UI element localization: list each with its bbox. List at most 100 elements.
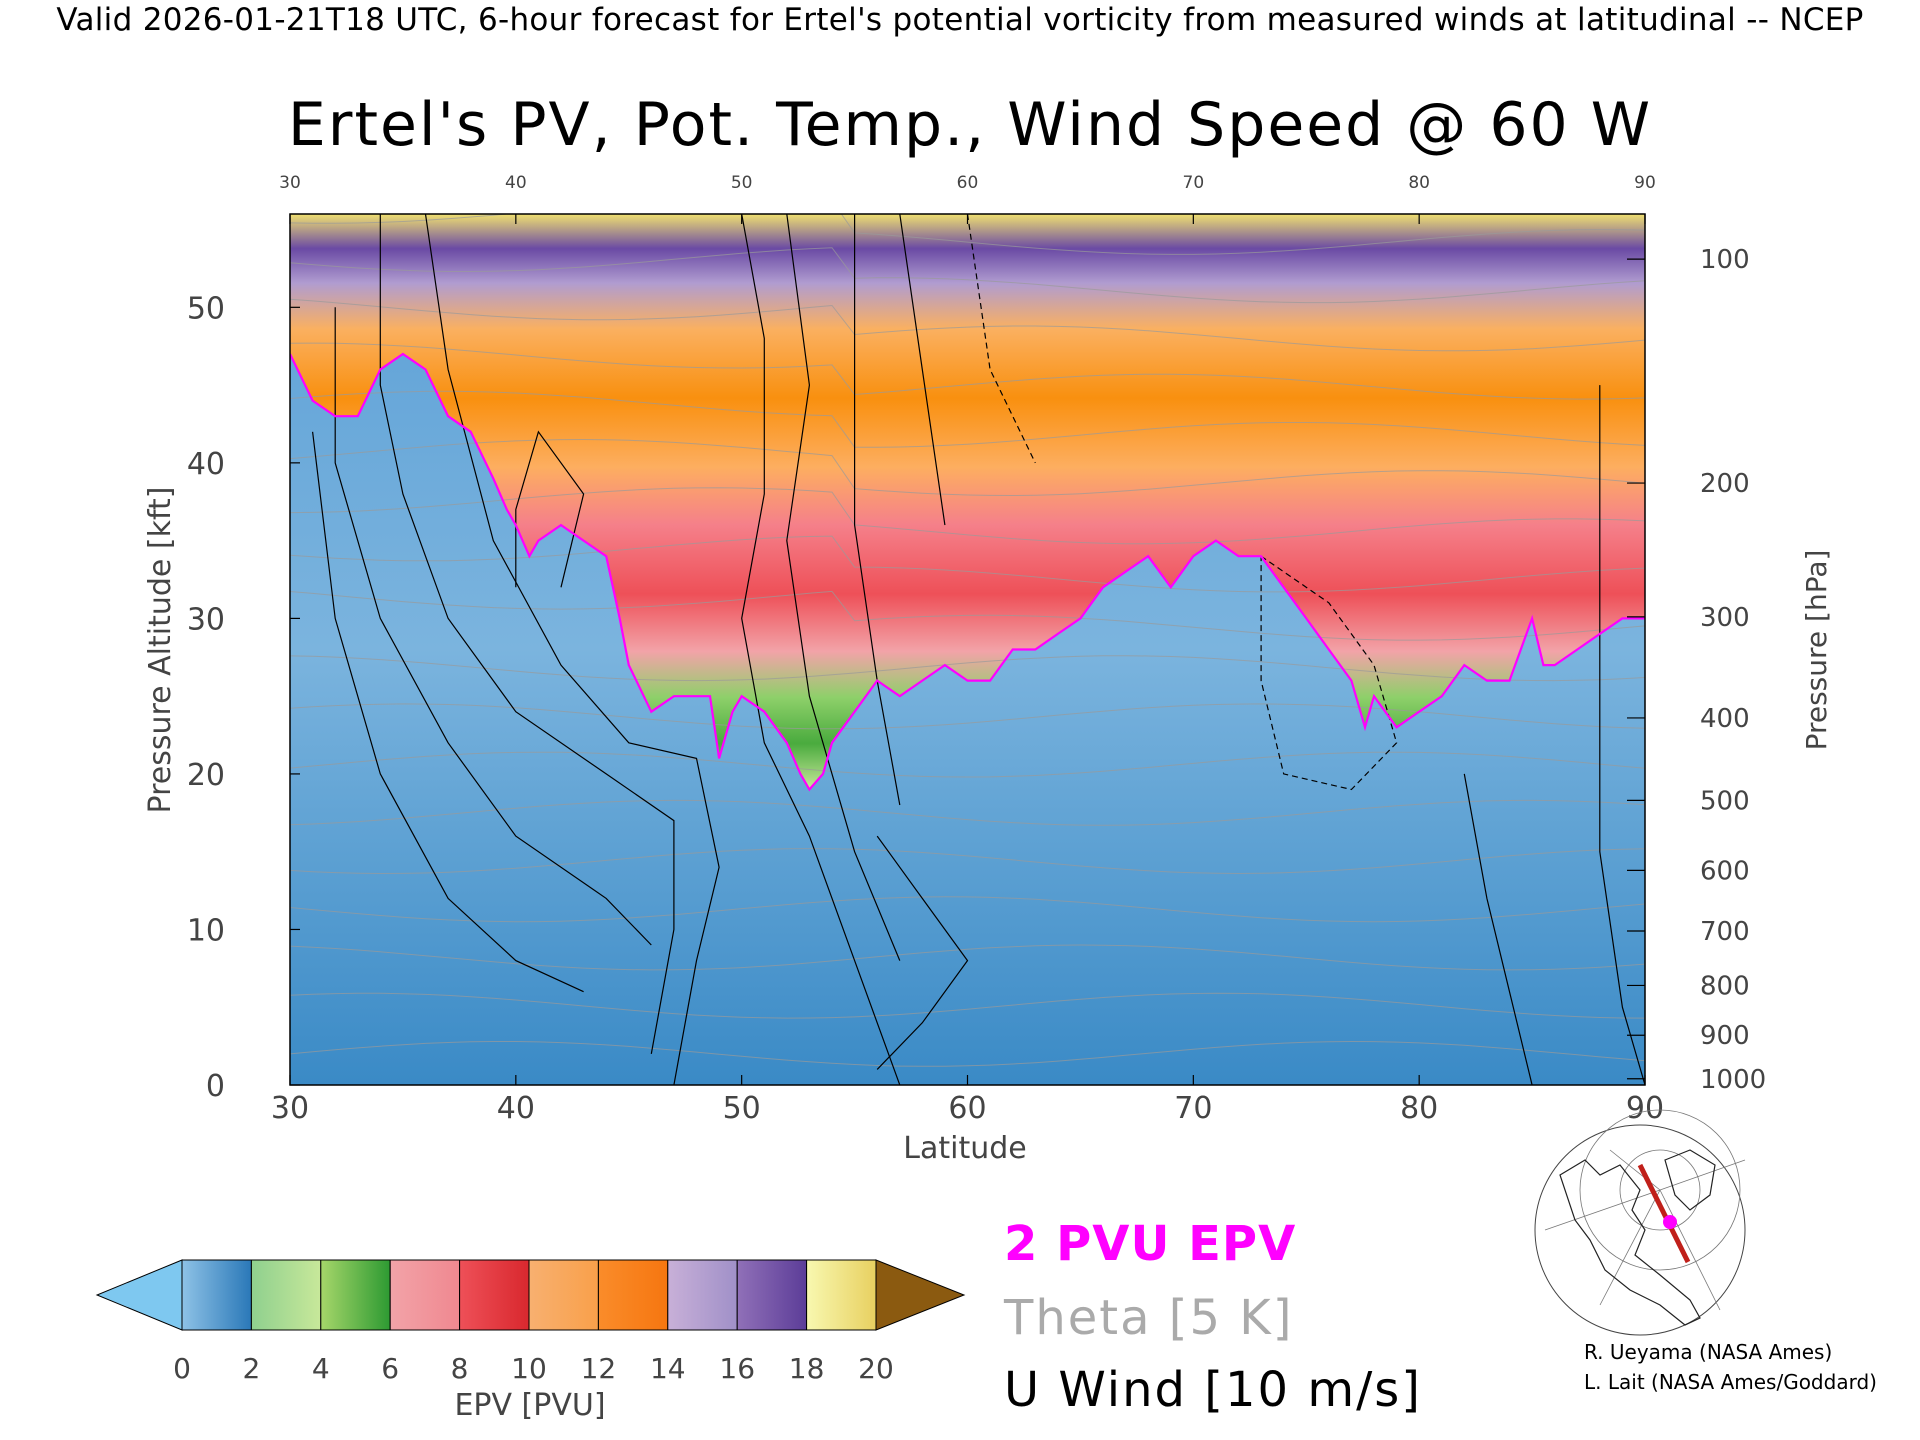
- theta-contour: [290, 1040, 1645, 1067]
- theta-contour: [290, 655, 1645, 682]
- y-tick-label: 30: [187, 602, 225, 637]
- theta-contour: [290, 390, 1645, 448]
- wind-contour: [854, 214, 901, 806]
- colorbar-band: [250, 1259, 322, 1331]
- x-tick-label-top: 70: [1183, 173, 1205, 193]
- pressure-tick-label: 500: [1700, 786, 1750, 816]
- legend-epv: 2 PVU EPV: [1004, 1216, 1297, 1272]
- y-axis-label-left: Pressure Altitude [kft]: [143, 487, 178, 814]
- colorbar-tick-label: 20: [858, 1352, 894, 1385]
- y-tick-label: 50: [187, 291, 225, 326]
- tropopause-2pvu-line: [290, 352, 1645, 792]
- pressure-tick-label: 400: [1700, 704, 1750, 734]
- colorbar-tick-label: 10: [511, 1352, 547, 1385]
- valid-time-header: Valid 2026-01-21T18 UTC, 6-hour forecast…: [56, 2, 1864, 38]
- y-axis-label-right: Pressure [hPa]: [1800, 550, 1833, 751]
- colorbar-band: [528, 1259, 599, 1331]
- upper-pv-field: [290, 214, 1645, 790]
- theta-contour: [290, 214, 1645, 255]
- colorbar-band: [667, 1259, 738, 1331]
- theta-contour: [290, 992, 1645, 1019]
- colorbar-band: [806, 1259, 877, 1331]
- colorbar-tick-label: 6: [381, 1352, 399, 1385]
- pressure-tick-label: 200: [1700, 469, 1750, 499]
- colorbar-band: [736, 1259, 808, 1331]
- locator-map-greenland: [1664, 1149, 1716, 1211]
- x-tick-label-top: 90: [1634, 173, 1656, 193]
- theta-contour: [290, 751, 1645, 778]
- colorbar-tick-label: 18: [789, 1352, 825, 1385]
- theta-contours: [290, 214, 1645, 1067]
- colorbar-over-arrow: [875, 1259, 966, 1331]
- theta-contour: [290, 848, 1645, 875]
- y-axis-ticks: 0 10 20 30 40 50: [187, 291, 300, 1104]
- wind-contour: [786, 214, 901, 961]
- wind-contour: [379, 214, 675, 1055]
- y-tick-label: 40: [187, 447, 225, 482]
- colorbar-tick-label: 0: [173, 1352, 191, 1385]
- pressure-tick-label: 700: [1700, 917, 1750, 947]
- pressure-tick-label: 600: [1700, 856, 1750, 886]
- theta-contour: [290, 590, 1645, 641]
- colorbar-tick-label: 12: [581, 1352, 617, 1385]
- x-tick-label-top: 40: [505, 173, 527, 193]
- y-tick-label: 20: [187, 758, 225, 793]
- locator-map: [1534, 1109, 1746, 1336]
- colorbar-tick-label: 16: [719, 1352, 755, 1385]
- colorbar-tick-label: 4: [312, 1352, 330, 1385]
- x-tick-label-top: 60: [957, 173, 979, 193]
- x-tick-label: 30: [271, 1091, 309, 1126]
- wind-contour: [1599, 385, 1645, 1085]
- theta-contour: [290, 438, 1645, 497]
- y-tick-label: 10: [187, 913, 225, 948]
- colorbar-tick-label: 14: [650, 1352, 686, 1385]
- pressure-tick-label: 1000: [1700, 1065, 1766, 1095]
- locator-map-coastline: [1559, 1159, 1701, 1326]
- colorbar-band: [320, 1259, 391, 1331]
- theta-contour: [290, 342, 1645, 400]
- x-tick-label: 40: [497, 1091, 535, 1126]
- colorbar-band: [597, 1259, 669, 1331]
- pressure-tick-label: 900: [1700, 1021, 1750, 1051]
- wind-contour: [966, 214, 1036, 464]
- theta-contour: [290, 799, 1645, 826]
- wind-contour: [899, 214, 946, 526]
- colorbar-under-arrow: [95, 1259, 183, 1331]
- colorbar-tick-label: 8: [451, 1352, 469, 1385]
- legend-u-wind: U Wind [10 m/s]: [1004, 1362, 1423, 1418]
- x-tick-label: 90: [1626, 1091, 1664, 1126]
- theta-contour: [290, 944, 1645, 971]
- legend-theta: Theta [5 K]: [1004, 1290, 1294, 1346]
- pressure-tick-label: 800: [1700, 971, 1750, 1001]
- theta-contour: [290, 896, 1645, 923]
- wind-contours: [312, 214, 1645, 1085]
- chart-title: Ertel's PV, Pot. Temp., Wind Speed @ 60 …: [287, 90, 1653, 160]
- pressure-tick-label: 100: [1700, 245, 1750, 275]
- wind-contour: [1260, 555, 1398, 791]
- x-axis-label: Latitude: [903, 1131, 1026, 1166]
- pressure-axis-ticks: 100 200 300 400 500 600 700 800 900 1000: [1627, 245, 1766, 1095]
- wind-contour: [741, 214, 901, 1085]
- wind-contour: [1463, 773, 1533, 1085]
- wind-contour: [515, 430, 585, 588]
- locator-section-marker: [1663, 1215, 1677, 1229]
- pressure-tick-label: 300: [1700, 603, 1750, 633]
- y-tick-label: 0: [206, 1069, 225, 1104]
- x-tick-label-top: 80: [1408, 173, 1430, 193]
- locator-map-outline: [1534, 1124, 1746, 1336]
- colorbar: 0 2 4 6 8 10 12 14 16 18 20: [95, 1259, 966, 1385]
- x-tick-label: 80: [1400, 1091, 1438, 1126]
- colorbar-band: [459, 1259, 530, 1331]
- colorbar-band: [389, 1259, 461, 1331]
- colorbar-band: [181, 1259, 252, 1331]
- x-tick-label-top: 50: [731, 173, 753, 193]
- locator-map-grid: [1544, 1109, 1746, 1311]
- wind-contour: [334, 307, 652, 946]
- wind-contour: [312, 431, 584, 993]
- x-tick-label-top: 30: [279, 173, 301, 193]
- theta-contour: [290, 298, 1645, 352]
- x-tick-label: 70: [1174, 1091, 1212, 1126]
- x-tick-label: 50: [723, 1091, 761, 1126]
